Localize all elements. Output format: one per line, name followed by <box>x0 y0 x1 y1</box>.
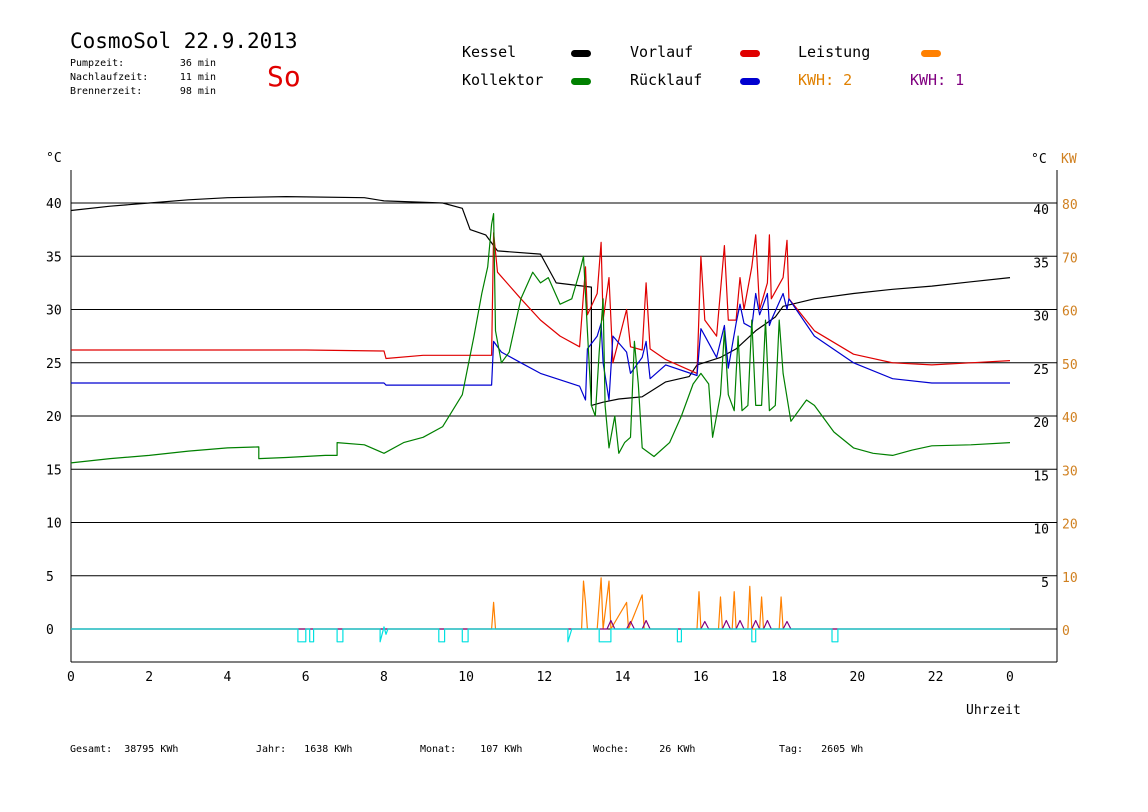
legend-ruecklauf-label: Rücklauf <box>630 71 703 89</box>
y-axis-unit-left: °C <box>46 151 62 166</box>
footer-label: Jahr: <box>256 744 287 755</box>
legend-leistung-swatch <box>921 50 941 57</box>
footer-value: 38795 KWh <box>124 744 179 755</box>
stat-row: Nachlaufzeit: 11 min <box>70 71 216 85</box>
stats-block: Pumpzeit: 36 min Nachlaufzeit: 11 min Bren… <box>70 57 216 99</box>
y-tick-label-right: 25 <box>1033 363 1049 378</box>
x-tick-label: 0 <box>1006 670 1014 685</box>
y-tick-label-left: 15 <box>46 463 62 478</box>
y-tick-label-left: 20 <box>46 410 62 425</box>
footer-value: 2605 Wh <box>821 744 864 755</box>
footer-value: 107 KWh <box>480 744 523 755</box>
x-axis-title: Uhrzeit <box>966 703 1021 718</box>
x-tick-label: 10 <box>458 670 474 685</box>
weekday-label: So <box>267 60 301 93</box>
y-tick-label-left: 30 <box>46 304 62 319</box>
page-title: CosmoSol 22.9.2013 <box>70 29 298 53</box>
legend-ruecklauf-swatch <box>740 78 760 85</box>
legend-kollektor-swatch <box>571 78 591 85</box>
y-axis-unit-kw: KW <box>1061 152 1077 167</box>
stat-label: Brennerzeit: <box>70 86 143 97</box>
y-tick-label-kw: 20 <box>1062 518 1078 533</box>
footer-tag: Tag: 2605 Wh <box>779 744 863 755</box>
footer-monat: Monat: 107 KWh <box>420 744 522 755</box>
x-tick-label: 2 <box>145 670 153 685</box>
series-line-kwh <box>71 619 1010 630</box>
x-tick-label: 6 <box>302 670 310 685</box>
y-tick-label-kw: 80 <box>1062 198 1078 213</box>
legend-vorlauf-swatch <box>740 50 760 57</box>
footer-label: Woche: <box>593 744 630 755</box>
series-line-leistung <box>71 577 1010 630</box>
y-tick-label-left: 35 <box>46 250 62 265</box>
x-tick-label: 16 <box>693 670 709 685</box>
y-tick-label-left: 10 <box>46 517 62 532</box>
y-tick-label-right: 35 <box>1033 256 1049 271</box>
y-axis-unit-right: °C <box>1031 152 1047 167</box>
footer-label: Tag: <box>779 744 804 755</box>
legend-kollektor-label: Kollektor <box>462 71 544 89</box>
y-tick-label-kw: 50 <box>1062 358 1078 373</box>
legend-kessel-swatch <box>571 50 591 57</box>
footer-label: Monat: <box>420 744 457 755</box>
y-tick-label-right: 5 <box>1041 576 1049 591</box>
legend-kwh-orange: KWH: 2 <box>798 71 853 89</box>
y-tick-label-left: 0 <box>46 623 54 638</box>
footer-woche: Woche: 26 KWh <box>593 744 695 755</box>
footer-label: Gesamt: <box>70 744 113 755</box>
legend-vorlauf-label: Vorlauf <box>630 43 694 61</box>
y-tick-label-right: 15 <box>1033 469 1049 484</box>
y-tick-label-kw: 40 <box>1062 411 1078 426</box>
legend-leistung-label: Leistung <box>798 43 871 61</box>
series-line-vorlauf <box>71 232 1011 374</box>
stat-value: 11 min <box>179 72 216 83</box>
y-tick-label-kw: 30 <box>1062 464 1078 479</box>
y-tick-label-left: 25 <box>46 357 62 372</box>
footer-value: 1638 KWh <box>304 744 353 755</box>
series-line-pumpe <box>71 626 1010 643</box>
stat-value: 98 min <box>179 86 216 97</box>
x-tick-label: 14 <box>615 670 631 685</box>
stat-label: Nachlaufzeit: <box>70 72 149 83</box>
x-tick-label: 0 <box>67 670 75 685</box>
legend-kwh-purple: KWH: 1 <box>910 71 965 89</box>
series-line-rcklauf <box>71 292 1010 401</box>
series-line-kessel <box>70 196 1011 406</box>
x-tick-label: 8 <box>380 670 388 685</box>
y-tick-label-left: 5 <box>46 570 54 585</box>
y-tick-label-right: 20 <box>1033 416 1049 431</box>
footer-gesamt: Gesamt: 38795 KWh <box>70 744 178 755</box>
stat-row: Brennerzeit: 98 min <box>70 85 216 99</box>
series-line-kollektor <box>70 213 1011 464</box>
y-tick-label-kw: 70 <box>1062 251 1078 266</box>
y-tick-label-kw: 10 <box>1062 571 1078 586</box>
x-tick-label: 18 <box>771 670 787 685</box>
stat-value: 36 min <box>179 58 216 69</box>
footer-value: 26 KWh <box>659 744 696 755</box>
y-tick-label-kw: 0 <box>1062 624 1070 639</box>
x-tick-label: 4 <box>224 670 232 685</box>
y-tick-label-kw: 60 <box>1062 305 1078 320</box>
x-tick-label: 12 <box>537 670 553 685</box>
y-tick-label-right: 30 <box>1033 310 1049 325</box>
stat-label: Pumpzeit: <box>70 58 125 69</box>
x-tick-label: 20 <box>850 670 866 685</box>
stat-row: Pumpzeit: 36 min <box>70 57 216 71</box>
y-tick-label-right: 40 <box>1033 203 1049 218</box>
y-tick-label-left: 40 <box>46 197 62 212</box>
legend-kessel-label: Kessel <box>462 43 517 61</box>
x-tick-label: 22 <box>928 670 944 685</box>
y-tick-label-right: 10 <box>1033 523 1049 538</box>
footer-jahr: Jahr: 1638 KWh <box>256 744 352 755</box>
